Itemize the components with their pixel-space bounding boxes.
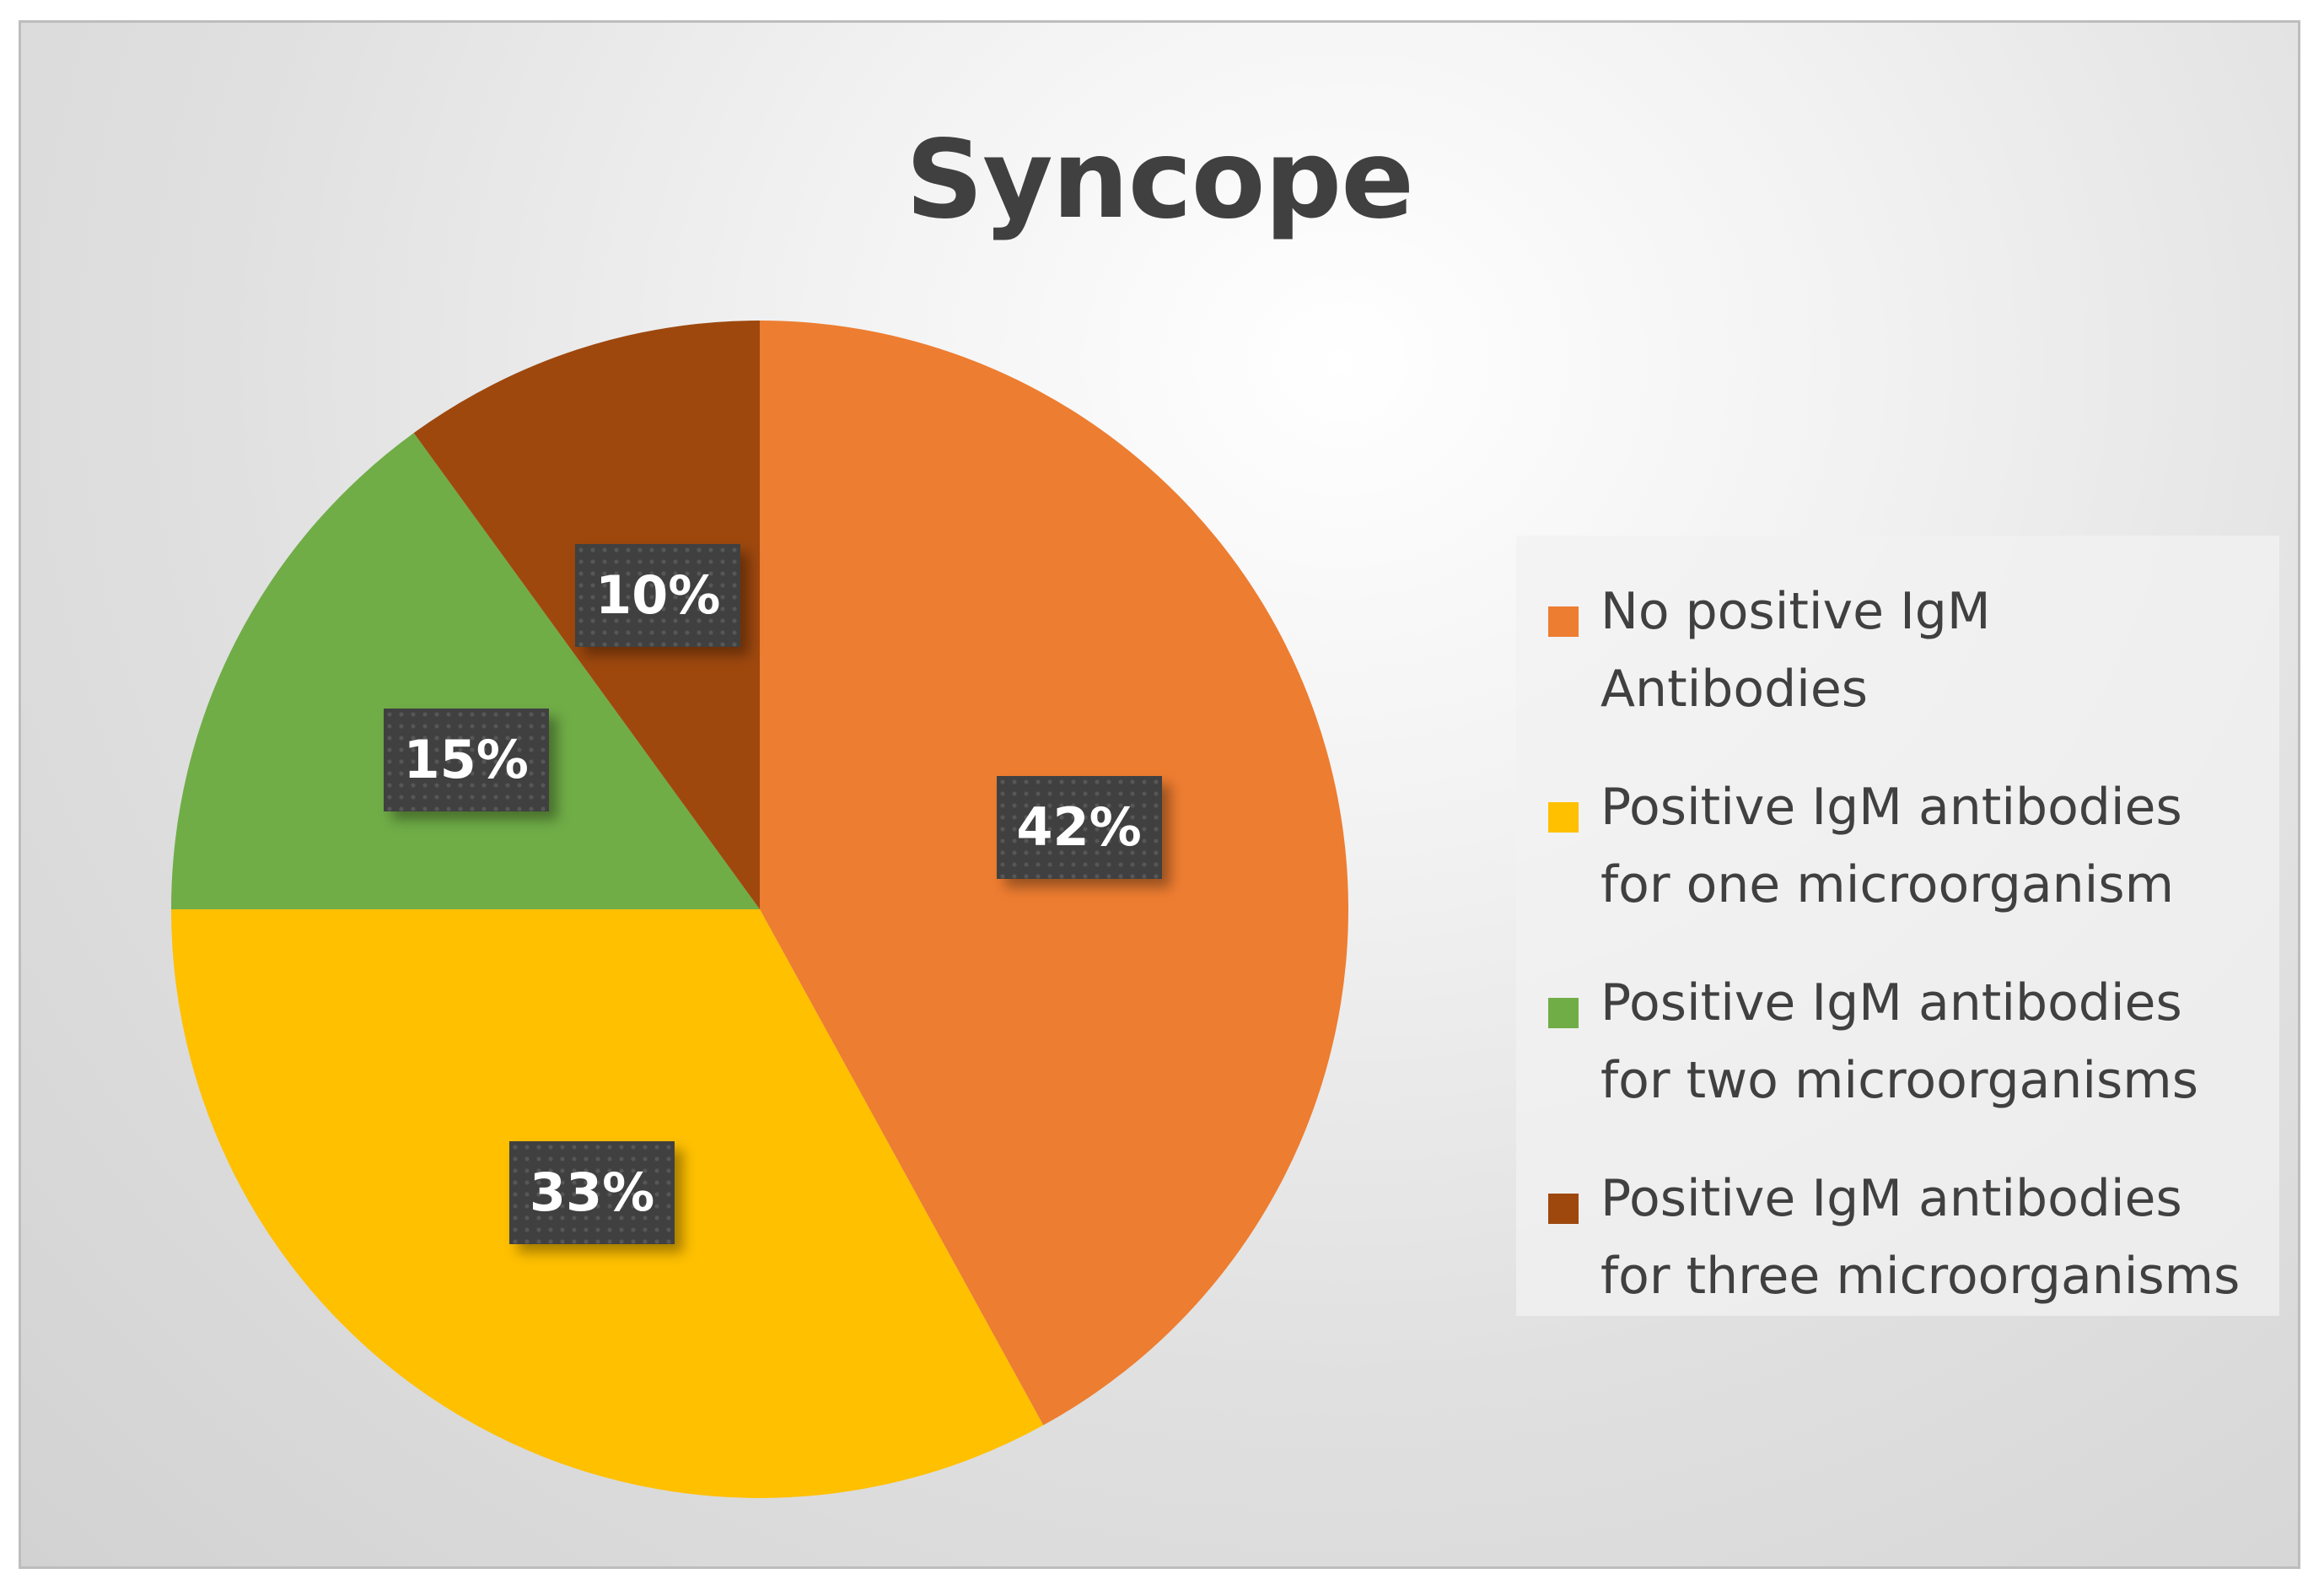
- legend-item: Positive IgM antibodies for two microorg…: [1516, 952, 2279, 1148]
- legend-item: Positive IgM antibodies for three microo…: [1516, 1148, 2279, 1344]
- data-label: 10%: [575, 544, 741, 648]
- legend-label-line: No positive IgM: [1600, 582, 1991, 641]
- legend-label-line: Positive IgM antibodies: [1600, 973, 2182, 1032]
- data-label: 33%: [509, 1141, 675, 1245]
- legend-label-line: for one microorganism: [1600, 855, 2175, 914]
- legend-label: Positive IgM antibodies for three microo…: [1600, 1160, 2267, 1315]
- pie-slice: [171, 433, 760, 909]
- legend-label: Positive IgM antibodies for two microorg…: [1600, 964, 2267, 1119]
- legend-swatch: [1548, 998, 1579, 1028]
- legend-item: No positive IgM Antibodies: [1516, 561, 2279, 757]
- data-label: 15%: [383, 708, 549, 811]
- legend-swatch: [1548, 802, 1579, 833]
- legend-swatch: [1548, 606, 1579, 637]
- legend-label: Positive IgM antibodies for one microorg…: [1600, 768, 2267, 924]
- data-label: 42%: [996, 775, 1162, 879]
- legend: No positive IgM Antibodies Positive IgM …: [1516, 536, 2279, 1316]
- legend-item: Positive IgM antibodies for one microorg…: [1516, 757, 2279, 952]
- legend-label-line: for two microorganisms: [1600, 1051, 2198, 1110]
- legend-label-line: Positive IgM antibodies: [1600, 1169, 2182, 1228]
- legend-swatch: [1548, 1194, 1579, 1224]
- chart-title: Syncope: [906, 117, 1414, 243]
- legend-label-line: Antibodies: [1600, 660, 1868, 719]
- legend-label-line: for three microorganisms: [1600, 1247, 2241, 1306]
- legend-label: No positive IgM Antibodies: [1600, 573, 2267, 728]
- chart-area: Syncope No positive IgM Antibodies Posit…: [19, 20, 2300, 1569]
- legend-label-line: Positive IgM antibodies: [1600, 778, 2182, 837]
